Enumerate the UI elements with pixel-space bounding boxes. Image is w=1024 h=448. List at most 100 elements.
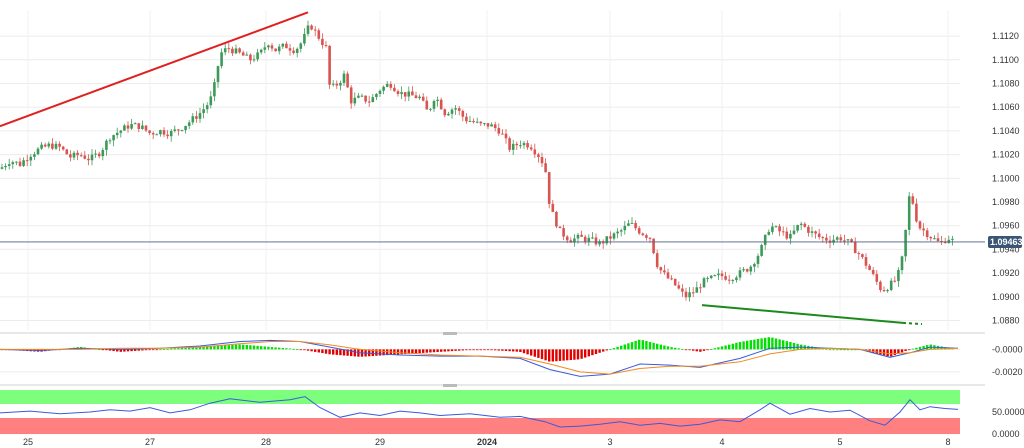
macd-histogram-bar xyxy=(771,337,774,350)
candle-body xyxy=(555,211,558,227)
macd-histogram-bar xyxy=(828,349,832,351)
candle-body xyxy=(825,237,828,241)
candle-body xyxy=(684,291,688,298)
candle-body xyxy=(609,236,612,239)
time-tick-label: 25 xyxy=(23,437,33,447)
price-tick-label: 1.1100 xyxy=(992,55,1019,65)
time-tick-label: 4 xyxy=(719,437,724,447)
candle-body xyxy=(663,270,666,273)
macd-histogram-bar xyxy=(314,349,317,352)
macd-histogram-bar xyxy=(267,346,270,350)
candle-body xyxy=(166,134,169,137)
macd-histogram-bar xyxy=(119,349,122,352)
candle-body xyxy=(529,147,533,150)
macd-histogram-bar xyxy=(497,349,500,351)
candle-body xyxy=(130,124,133,129)
macd-histogram-bar xyxy=(105,349,108,351)
candle-body xyxy=(515,143,519,146)
candle-body xyxy=(299,43,303,49)
candle-body xyxy=(288,48,292,51)
macd-histogram-bar xyxy=(368,349,371,357)
candle-body xyxy=(573,238,576,243)
macd-histogram-bar xyxy=(288,348,292,350)
candle-body xyxy=(231,48,234,54)
macd-histogram-bar xyxy=(299,349,302,351)
candle-body xyxy=(51,143,54,149)
macd-histogram-bar xyxy=(418,349,421,354)
macd-histogram-bar xyxy=(490,349,493,351)
candle-body xyxy=(403,92,407,97)
macd-histogram-bar xyxy=(512,349,515,352)
macd-histogram-bar xyxy=(879,349,882,355)
candle-body xyxy=(767,231,771,235)
price-tick-label: 1.1080 xyxy=(992,78,1020,88)
macd-histogram-bar xyxy=(760,338,763,350)
macd-histogram-bar xyxy=(281,347,284,350)
macd-histogram-bar xyxy=(191,347,194,350)
candle-body xyxy=(151,133,155,135)
candle-body xyxy=(252,59,256,61)
candle-body xyxy=(558,226,562,229)
macd-histogram-bar xyxy=(303,349,306,351)
candle-body xyxy=(771,226,774,232)
price-tick-label: 1.1040 xyxy=(992,126,1020,136)
macd-histogram-bar xyxy=(504,349,508,351)
candle-body xyxy=(270,45,274,49)
macd-histogram-bar xyxy=(598,349,601,353)
candle-body xyxy=(382,86,385,91)
candle-body xyxy=(97,153,101,157)
macd-histogram-bar xyxy=(195,347,198,350)
candle-body xyxy=(619,230,623,232)
candle-body xyxy=(846,239,850,241)
macd-histogram-bar xyxy=(425,349,428,353)
pane-separator-2[interactable] xyxy=(0,384,985,387)
macd-histogram-bar xyxy=(148,349,151,351)
candle-body xyxy=(497,128,501,134)
current-price-badge: 1.09463 xyxy=(988,235,1023,248)
macd-histogram-bar xyxy=(681,348,684,350)
macd-histogram-bar xyxy=(245,344,248,350)
candle-body xyxy=(40,144,43,149)
macd-histogram-bar xyxy=(652,342,655,350)
macd-histogram-bar xyxy=(112,349,115,352)
macd-gridlines xyxy=(0,348,960,373)
price-tick-label: 1.0940 xyxy=(992,244,1020,254)
macd-histogram-bar xyxy=(134,349,137,351)
macd-histogram-bar xyxy=(170,348,173,350)
candle-body xyxy=(303,33,306,44)
pane-separator-1[interactable] xyxy=(0,332,985,335)
candle-body xyxy=(519,145,522,147)
candle-body xyxy=(479,121,483,124)
macd-histogram-bar xyxy=(792,342,796,350)
macd-histogram-bar xyxy=(429,349,432,353)
macd-histogram-bar xyxy=(710,349,713,350)
macd-histogram-bar xyxy=(774,338,778,350)
candle-body xyxy=(105,140,108,150)
macd-histogram-bar xyxy=(886,349,889,357)
candle-body xyxy=(263,47,267,50)
macd-histogram-bar xyxy=(479,349,482,351)
macd-histogram-bar xyxy=(731,343,734,350)
time-tick-label: 5 xyxy=(837,437,842,447)
macd-histogram-bar xyxy=(638,339,641,350)
candle-body xyxy=(745,269,749,272)
macd-histogram-bar xyxy=(767,337,770,350)
candle-body xyxy=(951,238,954,240)
candle-body xyxy=(583,236,587,242)
candle-body xyxy=(76,152,79,156)
candle-body xyxy=(94,153,97,155)
candle-body xyxy=(630,222,634,224)
candle-body xyxy=(713,275,717,277)
candle-body xyxy=(616,231,619,234)
macd-histogram-bar xyxy=(720,346,724,350)
candle-body xyxy=(756,255,760,264)
time-tick-label: 3 xyxy=(607,437,612,447)
candle-body xyxy=(792,230,796,234)
macd-histogram-bar xyxy=(386,349,389,356)
macd-histogram-bar xyxy=(238,344,241,350)
candle-body xyxy=(195,116,198,119)
candle-body xyxy=(702,278,706,288)
macd-histogram-bar xyxy=(915,347,918,350)
candle-body xyxy=(623,225,627,231)
